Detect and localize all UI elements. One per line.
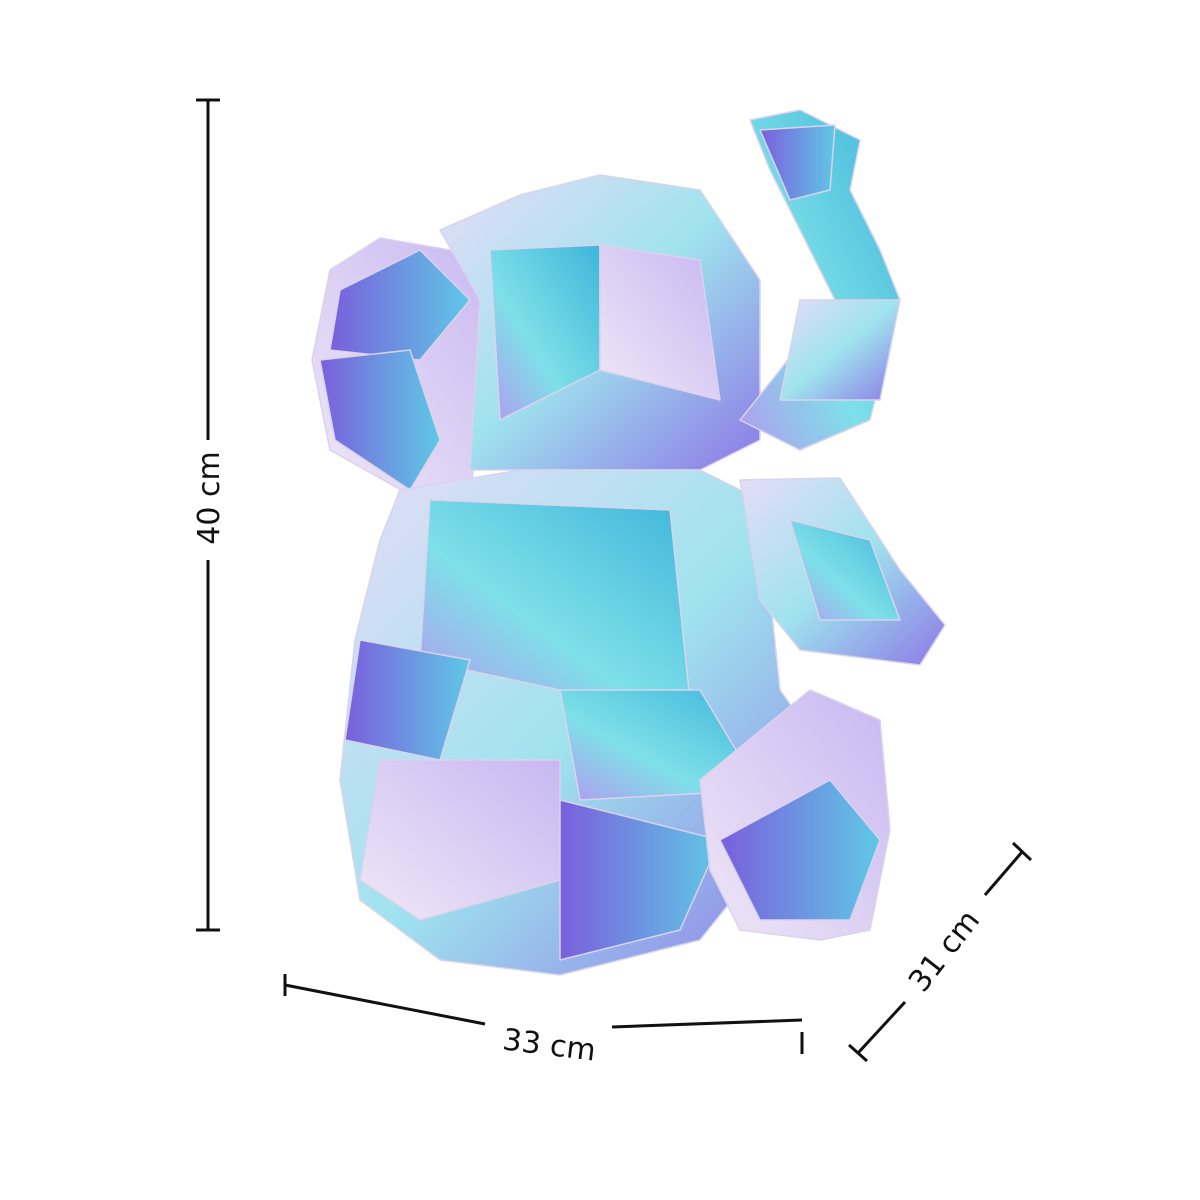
depth-line-bottom [856,1000,907,1055]
dimension-height [196,98,220,932]
depth-label: 31 cm [902,904,987,999]
depth-line-top [983,851,1024,896]
dimension-width [283,974,804,1054]
width-line-right [611,1018,803,1029]
elephant-figure [311,109,946,976]
width-label: 33 cm [501,1023,598,1069]
dimension-depth [848,841,1033,1063]
depth-tick-top [1011,841,1033,862]
height-label: 40 cm [192,451,227,544]
width-line-left [284,983,486,1026]
depth-tick-bottom [848,1043,868,1063]
